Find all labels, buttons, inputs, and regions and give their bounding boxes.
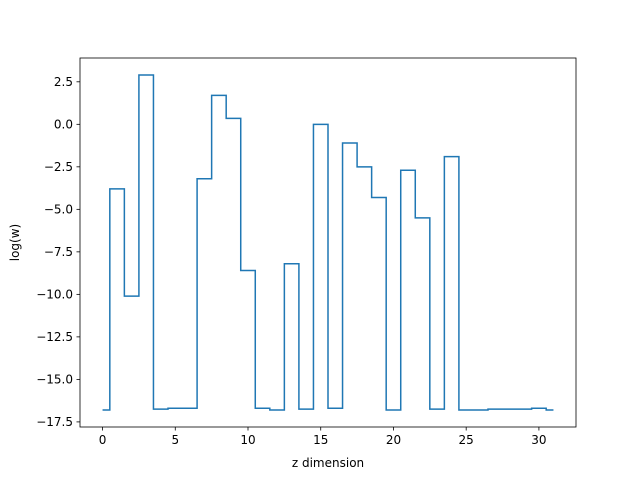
y-tick-label: −2.5 (44, 160, 73, 174)
x-tick-label: 5 (171, 433, 179, 447)
y-tick-label: −12.5 (36, 330, 73, 344)
x-axis-ticks: 0 5 10 15 20 25 30 (99, 427, 547, 447)
x-tick-label: 15 (313, 433, 328, 447)
y-tick-label: −5.0 (44, 203, 73, 217)
x-tick-label: 25 (459, 433, 474, 447)
y-tick-label: −17.5 (36, 415, 73, 429)
x-tick-label: 30 (531, 433, 546, 447)
y-tick-label: 2.5 (54, 75, 73, 89)
x-axis-label: z dimension (292, 456, 364, 470)
y-tick-label: −7.5 (44, 245, 73, 259)
y-axis-ticks: 2.5 0.0 −2.5 −5.0 −7.5 −10.0 −12.5 −15.0 −17.5 (36, 75, 80, 429)
x-tick-label: 10 (240, 433, 255, 447)
plot-frame (79, 57, 577, 428)
y-tick-label: −10.0 (36, 288, 73, 302)
series-line (102, 74, 554, 411)
y-tick-label: −15.0 (36, 373, 73, 387)
y-axis-label: log(w) (8, 224, 22, 261)
x-tick-label: 0 (99, 433, 107, 447)
y-tick-label: 0.0 (54, 118, 73, 132)
x-tick-label: 20 (386, 433, 401, 447)
